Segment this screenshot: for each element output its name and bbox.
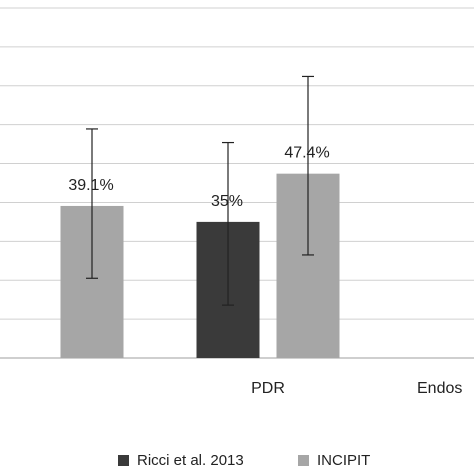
legend-label-incipit: INCIPIT (317, 452, 371, 469)
x-tick-label: PDR (251, 380, 285, 397)
data-labels: 35% 39.1% 47.4% (68, 145, 329, 210)
x-tick-labels: PDR Endos (251, 380, 462, 397)
legend-swatch-ricci (118, 455, 129, 466)
legend-item-ricci: Ricci et al. 2013 (118, 452, 244, 469)
legend: Ricci et al. 2013 INCIPIT (0, 452, 474, 474)
data-label: 39.1% (68, 177, 113, 194)
data-label: 47.4% (284, 145, 329, 162)
legend-label-ricci: Ricci et al. 2013 (137, 452, 244, 469)
legend-swatch-incipit (298, 455, 309, 466)
legend-item-incipit: INCIPIT (298, 452, 370, 469)
x-tick-label: Endos (417, 380, 462, 397)
error-bars (86, 75, 314, 306)
data-label: 35% (211, 193, 243, 210)
bars (60, 173, 340, 358)
